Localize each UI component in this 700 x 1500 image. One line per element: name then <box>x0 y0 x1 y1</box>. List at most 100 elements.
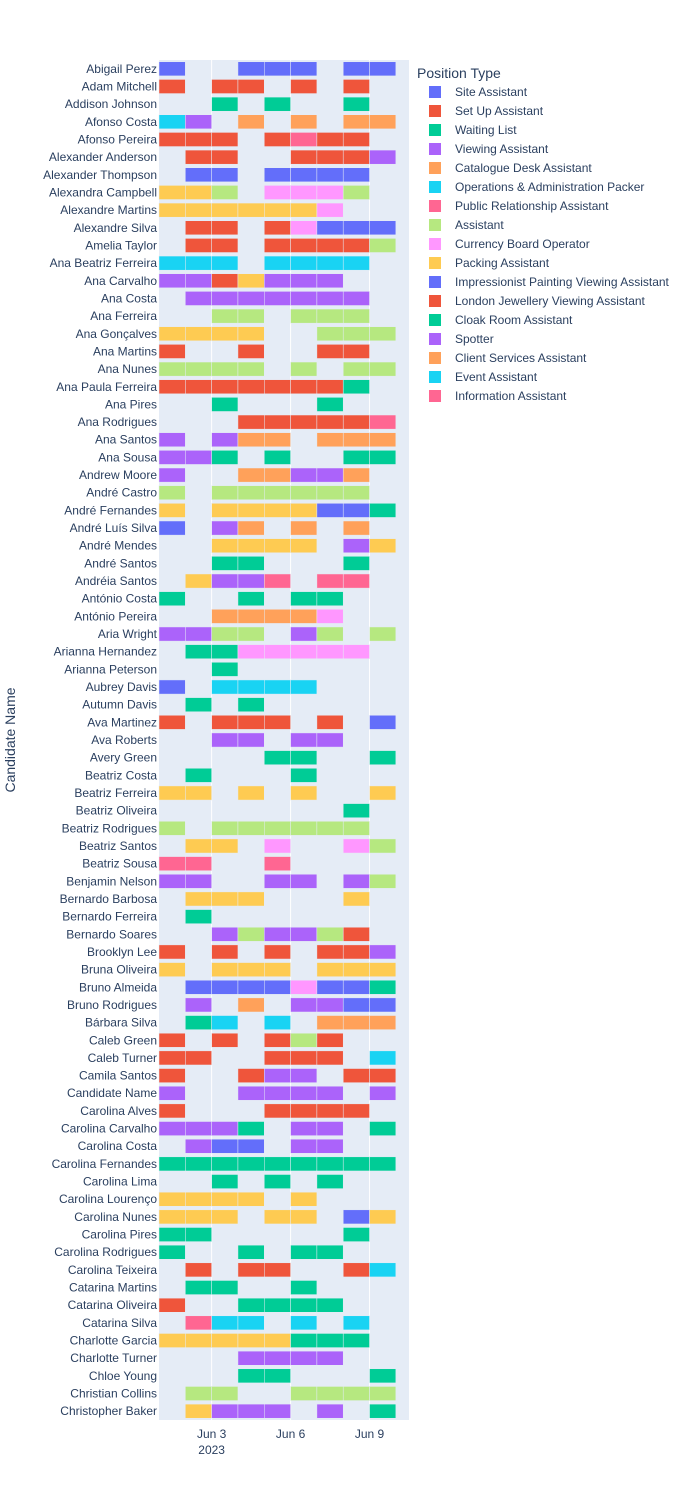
gantt-bar <box>369 873 397 889</box>
legend-swatch[interactable] <box>429 200 441 212</box>
legend-item-label[interactable]: Packing Assistant <box>455 256 550 270</box>
gantt-bar <box>158 1156 186 1172</box>
gantt-bar <box>237 591 265 607</box>
gantt-bar <box>158 326 186 342</box>
gantt-bar <box>237 1368 265 1384</box>
y-tick-label: Ana Ferreira <box>90 309 157 323</box>
gantt-bar <box>264 432 291 448</box>
legend-item-label[interactable]: Currency Board Operator <box>455 237 590 251</box>
legend-swatch[interactable] <box>429 390 441 402</box>
legend-swatch[interactable] <box>429 143 441 155</box>
legend-item-label[interactable]: Impressionist Painting Viewing Assistant <box>455 275 670 289</box>
gantt-bar <box>237 1333 265 1348</box>
gantt-bar <box>290 768 318 783</box>
legend-swatch[interactable] <box>429 314 441 326</box>
legend-swatch[interactable] <box>429 219 441 231</box>
gantt-bar <box>158 1085 186 1101</box>
gantt-bar <box>290 873 318 889</box>
legend-swatch[interactable] <box>429 276 441 288</box>
y-tick-label: André Santos <box>84 556 157 570</box>
gantt-bar <box>158 1227 186 1242</box>
gantt-bar <box>185 1156 212 1172</box>
gantt-bar <box>211 891 239 907</box>
legend-item-label[interactable]: Viewing Assistant <box>455 142 549 156</box>
gantt-bar <box>290 820 318 836</box>
y-tick-label: Caleb Green <box>89 1033 157 1047</box>
gantt-bar <box>290 61 318 77</box>
gantt-bar <box>158 132 186 147</box>
y-tick-label: Catarina Oliveira <box>68 1298 158 1312</box>
legend-item-label[interactable]: London Jewellery Viewing Assistant <box>455 294 646 308</box>
legend-item-label[interactable]: Catalogue Desk Assistant <box>455 161 592 175</box>
y-tick-label: Carolina Fernandes <box>52 1157 157 1171</box>
legend-swatch[interactable] <box>429 105 441 117</box>
gantt-bar <box>237 503 265 518</box>
gantt-bar <box>316 185 344 200</box>
gantt-bar <box>342 997 370 1013</box>
legend-item-label[interactable]: Information Assistant <box>455 389 567 403</box>
legend-swatch[interactable] <box>429 352 441 364</box>
gantt-bar <box>185 1121 212 1136</box>
gantt-bar <box>237 715 265 730</box>
legend-item-label[interactable]: Event Assistant <box>455 370 538 384</box>
gantt-bar <box>290 291 318 306</box>
gantt-bar <box>237 273 265 289</box>
gantt-bar <box>369 944 397 960</box>
gantt-bar <box>369 450 397 465</box>
gantt-bar <box>211 397 239 412</box>
legend-item-label[interactable]: Public Relationship Assistant <box>455 199 609 213</box>
gantt-bar <box>316 291 344 306</box>
gantt-bar <box>342 979 370 995</box>
legend: Site Assistant Set Up Assistant Waiting Li… <box>429 85 670 403</box>
legend-item-label[interactable]: Cloak Room Assistant <box>455 313 573 327</box>
gantt-bar <box>316 326 344 342</box>
legend-swatch[interactable] <box>429 238 441 250</box>
legend-item-label[interactable]: Client Services Assistant <box>455 351 587 365</box>
legend-swatch[interactable] <box>429 86 441 98</box>
legend-swatch[interactable] <box>429 257 441 269</box>
y-tick-label: Beatriz Costa <box>85 768 157 782</box>
legend-item-label[interactable]: Waiting List <box>455 123 517 137</box>
legend-item-label[interactable]: Spotter <box>455 332 494 346</box>
gantt-bar <box>342 838 370 854</box>
legend-swatch[interactable] <box>429 181 441 193</box>
legend-swatch[interactable] <box>429 162 441 174</box>
y-tick-label: André Fernandes <box>64 503 157 517</box>
gantt-bar <box>264 1068 291 1083</box>
gantt-bar <box>211 838 239 854</box>
gantt-bar <box>264 962 291 977</box>
gantt-bar <box>316 379 344 395</box>
y-tick-labels: Abigail Perez Adam Mitchell Addison Johnso… <box>43 62 158 1418</box>
gantt-bar <box>342 291 370 306</box>
legend-item-label[interactable]: Set Up Assistant <box>455 104 544 118</box>
gantt-bar <box>316 644 344 660</box>
y-tick-label: Ana Santos <box>95 433 157 447</box>
gantt-bar <box>369 1386 397 1401</box>
gantt-bar <box>237 1085 265 1101</box>
gantt-bar <box>290 79 318 94</box>
y-tick-label: Ana Sousa <box>98 450 157 464</box>
legend-swatch[interactable] <box>429 333 441 345</box>
gantt-bar <box>185 202 212 218</box>
gantt-bar <box>290 1050 318 1066</box>
gantt-bar <box>290 1032 318 1048</box>
gantt-bar <box>211 273 239 289</box>
legend-swatch[interactable] <box>429 124 441 136</box>
legend-swatch[interactable] <box>429 295 441 307</box>
gantt-bar <box>342 1103 370 1119</box>
gantt-bar <box>185 1315 212 1331</box>
gantt-bar <box>211 361 239 377</box>
gantt-bar <box>264 61 291 77</box>
gantt-bar <box>158 1103 186 1119</box>
y-tick-label: Catarina Martins <box>69 1281 157 1295</box>
legend-swatch[interactable] <box>429 371 441 383</box>
legend-item-label[interactable]: Site Assistant <box>455 85 528 99</box>
gantt-bar <box>264 1050 291 1066</box>
gantt-bar <box>342 326 370 342</box>
gantt-bar <box>158 873 186 889</box>
legend-item-label[interactable]: Operations & Administration Packer <box>455 180 644 194</box>
gantt-bar <box>316 167 344 183</box>
y-tick-label: Carolina Rodrigues <box>54 1245 157 1259</box>
legend-item-label[interactable]: Assistant <box>455 218 504 232</box>
gantt-bar <box>316 273 344 289</box>
